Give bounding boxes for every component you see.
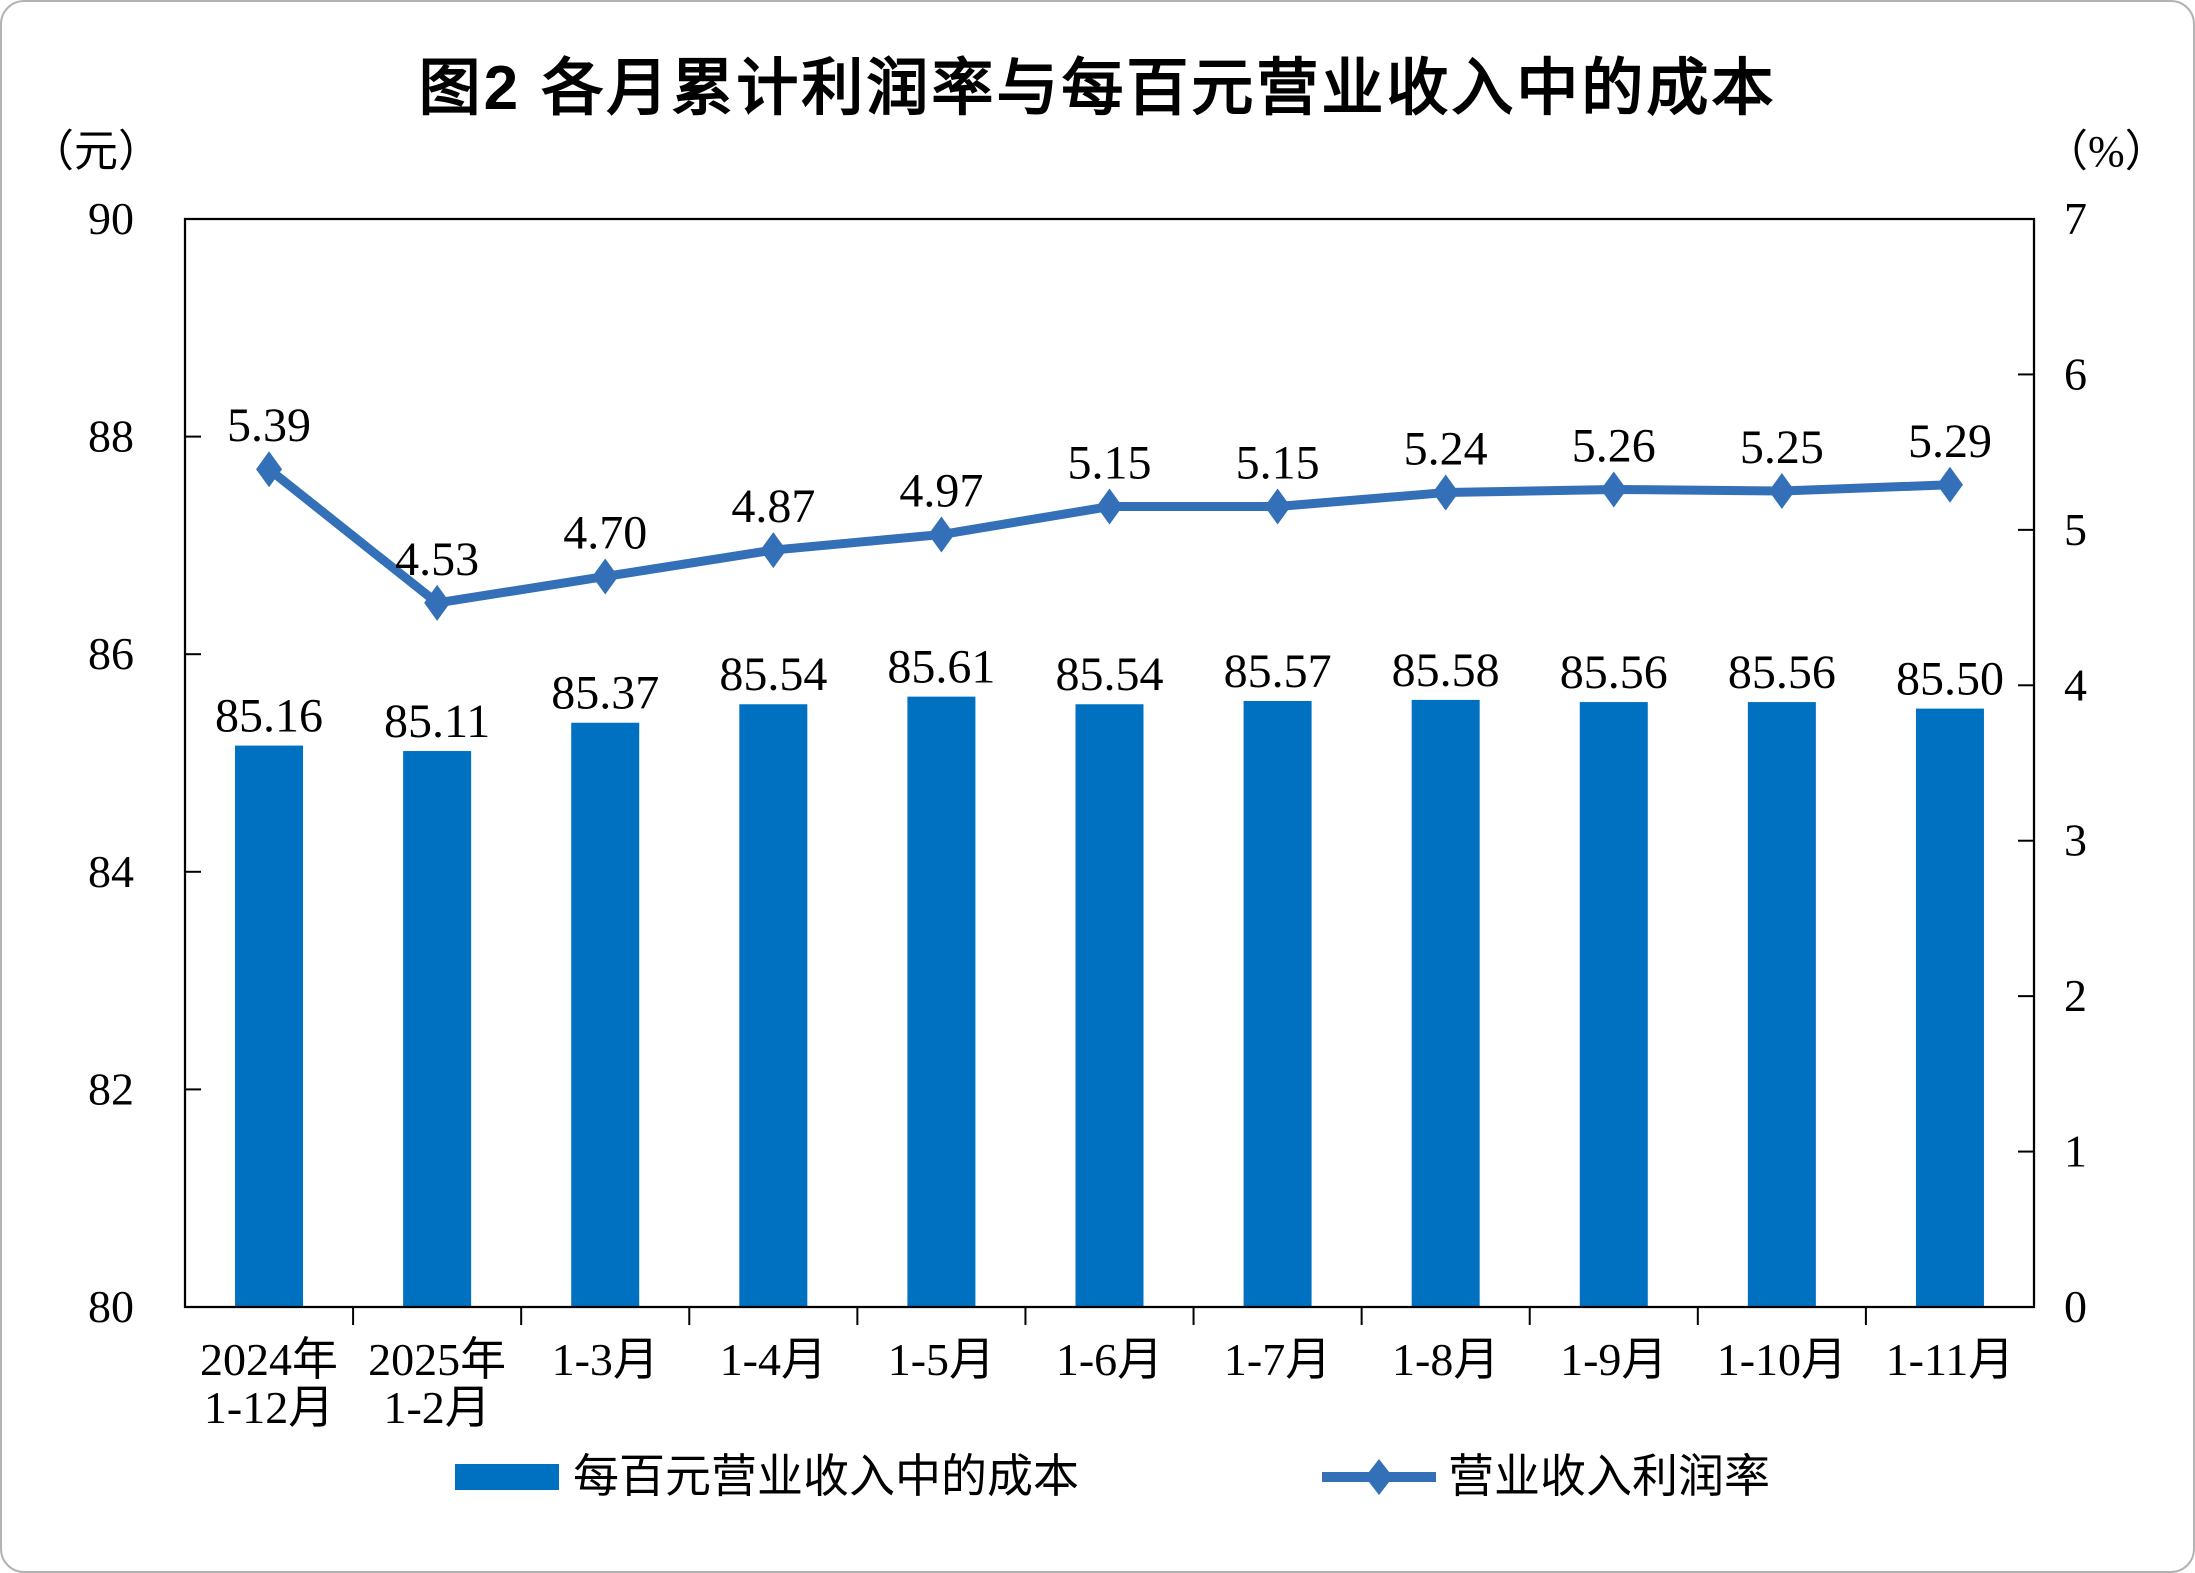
- cost-bar: [1411, 699, 1480, 1307]
- line-value-label: 5.24: [1404, 423, 1488, 476]
- left-axis-tick-label: 90: [88, 193, 134, 244]
- bar-value-label: 85.56: [1560, 646, 1668, 699]
- bar-value-label: 85.54: [719, 648, 827, 701]
- bar-value-label: 85.54: [1056, 648, 1164, 701]
- line-value-label: 5.29: [1908, 415, 1992, 468]
- cost-bar: [739, 704, 808, 1307]
- legend-item-profit-line: 营业收入利润率: [1322, 1454, 1770, 1500]
- category-label: 1-8月: [1392, 1334, 1499, 1385]
- cost-bar: [1075, 704, 1144, 1307]
- line-diamond-marker-icon: [592, 558, 619, 595]
- right-axis-unit-label: （%）: [2044, 127, 2169, 176]
- bar-value-label: 85.57: [1224, 645, 1332, 698]
- line-value-label: 4.97: [899, 465, 983, 518]
- line-diamond-marker-icon: [760, 532, 787, 569]
- legend-line-label: 营业收入利润率: [1448, 1451, 1770, 1502]
- left-axis-tick-label: 84: [88, 846, 134, 897]
- line-diamond-marker-icon: [424, 584, 451, 621]
- line-diamond-marker-icon: [928, 516, 955, 553]
- right-axis-tick-label: 5: [2064, 504, 2087, 555]
- line-value-label: 5.39: [227, 399, 311, 452]
- right-axis-tick-label: 2: [2064, 970, 2087, 1021]
- left-axis-unit-label: （元）: [30, 127, 162, 176]
- right-axis-tick-label: 0: [2064, 1281, 2087, 1332]
- category-label: 1-11月: [1886, 1334, 2015, 1385]
- category-label: 1-10月: [1717, 1334, 1847, 1385]
- cost-bar: [1915, 708, 1984, 1307]
- bar-value-label: 85.50: [1896, 653, 2004, 706]
- category-label: 1-6月: [1056, 1334, 1163, 1385]
- legend-diamond-marker-icon: [1365, 1459, 1393, 1495]
- right-axis-tick-label: 4: [2064, 659, 2087, 710]
- category-label: 1-5月: [888, 1334, 995, 1385]
- line-value-label: 5.15: [1236, 437, 1320, 490]
- line-diamond-marker-icon: [1264, 488, 1291, 525]
- bar-value-label: 85.37: [551, 667, 659, 720]
- category-label: 1-9月: [1560, 1334, 1667, 1385]
- legend-line-swatch: [1322, 1459, 1436, 1495]
- bar-value-label: 85.61: [887, 641, 995, 694]
- category-label: 1-3月: [552, 1334, 659, 1385]
- bar-value-label: 85.11: [384, 695, 490, 748]
- cost-bar: [403, 751, 472, 1307]
- legend-bar-swatch: [455, 1464, 559, 1490]
- left-axis-tick-label: 82: [88, 1063, 134, 1114]
- plot-border: [183, 217, 2036, 1309]
- line-diamond-marker-icon: [256, 451, 283, 488]
- cost-bar: [571, 722, 640, 1307]
- cost-bar: [907, 696, 976, 1307]
- category-label: 2025年 1-2月: [368, 1334, 506, 1433]
- cost-bar: [1747, 702, 1816, 1307]
- chart-title: 图2 各月累计利润率与每百元营业收入中的成本: [418, 54, 1777, 123]
- right-axis-tick-label: 3: [2064, 815, 2087, 866]
- line-diamond-marker-icon: [1432, 474, 1459, 511]
- right-axis-tick-label: 1: [2064, 1126, 2087, 1177]
- left-axis-tick-label: 88: [88, 411, 134, 462]
- right-axis-tick-label: 6: [2064, 348, 2087, 399]
- bar-value-label: 85.58: [1392, 644, 1500, 697]
- line-value-label: 5.26: [1572, 419, 1656, 472]
- right-axis-tick-label: 7: [2064, 193, 2087, 244]
- line-value-label: 4.87: [731, 480, 815, 533]
- category-label: 1-4月: [720, 1334, 827, 1385]
- line-diamond-marker-icon: [1096, 488, 1123, 525]
- cost-bar: [1243, 700, 1312, 1307]
- line-diamond-marker-icon: [1600, 471, 1627, 508]
- line-value-label: 5.15: [1068, 437, 1152, 490]
- cost-bar: [1579, 702, 1648, 1307]
- bar-value-label: 85.56: [1728, 646, 1836, 699]
- category-label: 2024年 1-12月: [200, 1334, 338, 1433]
- category-label: 1-7月: [1224, 1334, 1331, 1385]
- line-value-label: 5.25: [1740, 421, 1824, 474]
- left-axis-tick-label: 80: [88, 1281, 134, 1332]
- line-value-label: 4.53: [395, 533, 479, 586]
- cost-bar: [235, 745, 304, 1307]
- line-diamond-marker-icon: [1936, 466, 1963, 503]
- legend-bar-label: 每百元营业收入中的成本: [573, 1451, 1079, 1502]
- left-axis-tick-label: 86: [88, 628, 134, 679]
- legend-item-cost-bars: 每百元营业收入中的成本: [455, 1454, 1079, 1500]
- line-diamond-marker-icon: [1768, 473, 1795, 509]
- bar-value-label: 85.16: [215, 690, 323, 743]
- line-value-label: 4.70: [563, 506, 647, 559]
